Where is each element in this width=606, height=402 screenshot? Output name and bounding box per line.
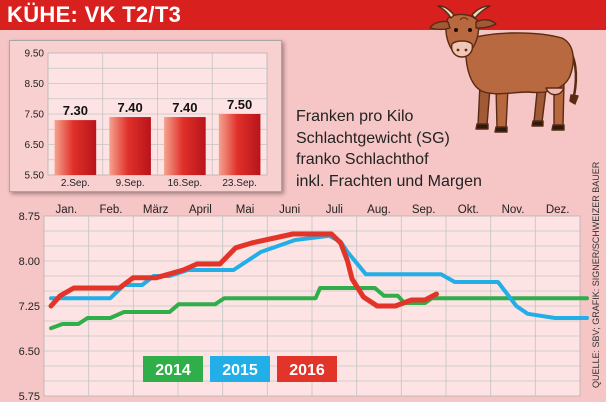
cow-icon (429, 5, 579, 133)
legend-swatch-2014 (143, 356, 203, 382)
note-line: Franken pro Kilo (296, 108, 414, 125)
legend-label: 2014 (155, 362, 191, 379)
month-label: Sep. (412, 204, 436, 216)
note-line: franko Schlachthof (296, 151, 429, 168)
inset-bar (54, 120, 97, 175)
inset-x-tick-label: 23.Sep. (222, 178, 256, 189)
inset-bar (218, 114, 261, 175)
inset-value-label: 7.50 (227, 97, 252, 112)
header-bar (0, 0, 606, 30)
legend-swatch-2016 (277, 356, 337, 382)
note-line: inkl. Frachten und Margen (296, 172, 482, 190)
main-y-tick-label: 6.50 (19, 346, 40, 358)
main-y-tick-label: 5.75 (19, 391, 40, 402)
series-line-2016 (48, 231, 439, 309)
weekly-bar-chart: 9.50 8.50 7.50 6.50 5.50 7.30 7.40 7.40 7.50 2.… (25, 49, 268, 189)
inset-y-tick-label: 9.50 (25, 49, 45, 60)
weekly-price-inset: 9.50 8.50 7.50 6.50 5.50 7.30 7.40 7.40 7.50 2.… (9, 40, 282, 192)
main-y-tick-label: 8.75 (19, 211, 40, 223)
month-label: April (189, 204, 212, 216)
inset-y-tick-label: 5.50 (25, 171, 45, 182)
inset-y-tick-label: 7.50 (25, 110, 45, 121)
inset-value-label: 7.40 (117, 100, 142, 115)
yearly-line-chart: Jan. Feb. März April Mai Juni Juli Aug. Sep. Okt.… (19, 204, 589, 402)
chart-title: KÜHE: VK T2/T3 (7, 2, 182, 27)
source-credit: QUELLE: SBV; GRAFIK: SIGNER/SCHWEIZER BA… (591, 161, 601, 388)
unit-note: Franken pro Kilo Schlachtgewicht (SG) fr… (296, 106, 506, 192)
legend-swatch-2015 (210, 356, 270, 382)
inset-bar (164, 117, 206, 175)
inset-y-tick-label: 8.50 (25, 79, 45, 90)
month-label: Mai (236, 204, 255, 216)
main-y-tick-label: 7.25 (19, 301, 40, 313)
inset-x-tick-label: 16.Sep. (168, 178, 202, 189)
month-label: Nov. (502, 204, 525, 216)
legend-label: 2016 (289, 362, 325, 379)
note-line: Schlachtgewicht (SG) (296, 129, 450, 147)
main-y-tick-label: 8.00 (19, 256, 40, 268)
month-label: Okt. (458, 204, 479, 216)
month-label: Juli (326, 204, 343, 216)
month-label: März (143, 204, 169, 216)
inset-value-label: 7.40 (172, 100, 197, 115)
month-label: Juni (279, 204, 300, 216)
inset-x-tick-label: 2.Sep. (61, 178, 90, 189)
month-label: Jan. (55, 204, 77, 216)
month-label: Dez. (546, 204, 570, 216)
month-label: Feb. (99, 204, 122, 216)
inset-y-tick-label: 6.50 (25, 140, 45, 151)
month-label: Aug. (367, 204, 391, 216)
legend-label: 2015 (222, 362, 258, 379)
inset-value-label: 7.30 (63, 103, 88, 118)
inset-bar (109, 117, 151, 175)
inset-x-tick-label: 9.Sep. (116, 178, 145, 189)
